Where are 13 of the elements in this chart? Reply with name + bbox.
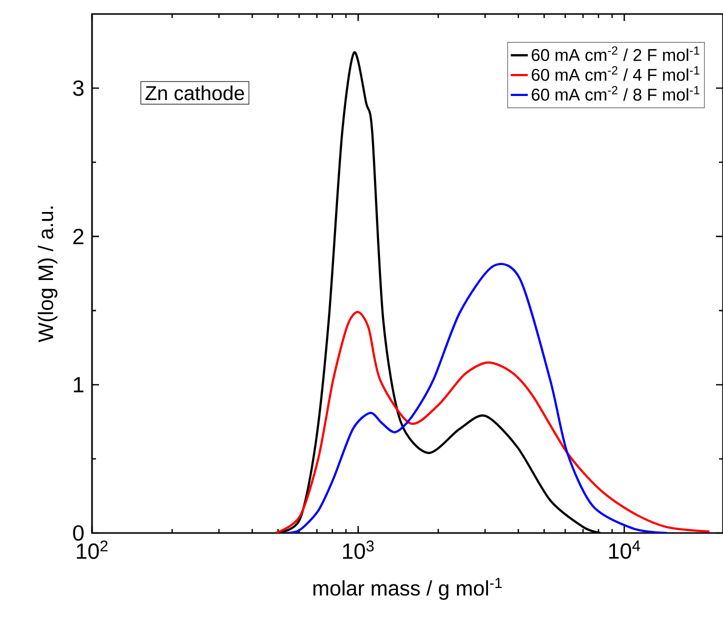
- y-tick-label: 1: [74, 377, 84, 392]
- legend-label: 60 mA cm$^{-2}$ / 8 F mol$^{-1}$: [532, 86, 700, 101]
- x-tick-label: 10$^{4}$: [609, 540, 640, 559]
- x-axis-title: molar mass / g mol$^{-1}$: [313, 578, 502, 600]
- x-tick-label: 10$^{3}$: [343, 540, 374, 559]
- y-tick-label: 3: [73, 80, 84, 96]
- legend-label: 60 mA cm$^{-2}$ / 2 F mol$^{-1}$: [532, 46, 700, 62]
- y-tick-label: 0: [73, 525, 84, 541]
- y-axis-title: W(log M) / a.u.: [38, 206, 58, 342]
- annotation: Zn cathode: [145, 86, 244, 100]
- y-tick-label: 2: [73, 228, 84, 244]
- x-tick-label: 10$^{2}$: [76, 540, 108, 559]
- legend-label: 60 mA cm$^{-2}$ / 4 F mol$^{-1}$: [532, 66, 700, 81]
